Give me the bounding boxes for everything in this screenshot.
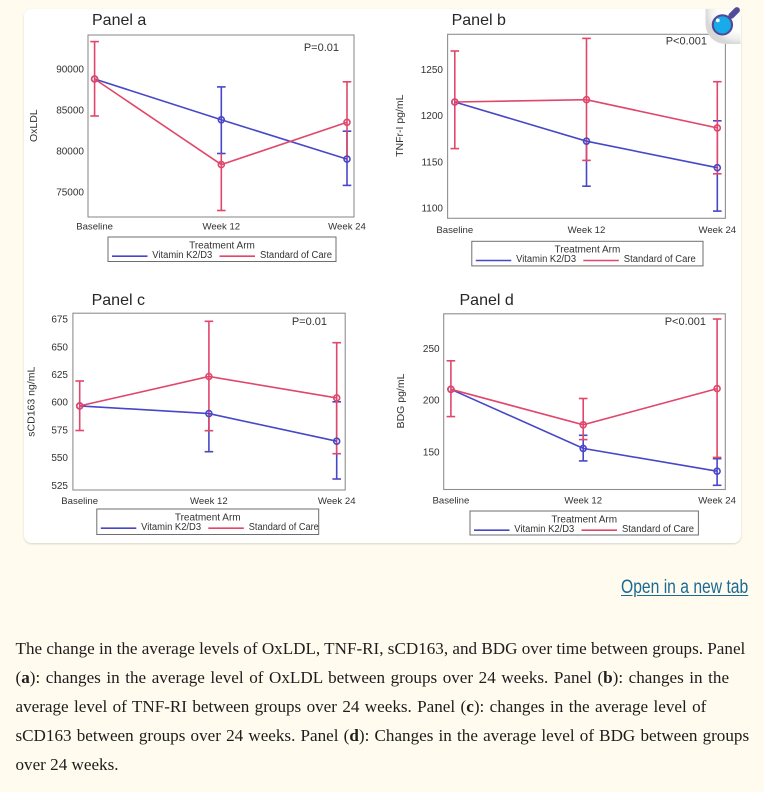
- svg-text:625: 625: [51, 370, 68, 381]
- svg-text:BDG pg/mL: BDG pg/mL: [395, 373, 407, 428]
- svg-text:OxLDL: OxLDL: [28, 109, 40, 142]
- svg-text:650: 650: [51, 342, 68, 353]
- svg-text:1100: 1100: [421, 204, 443, 215]
- svg-text:Treatment Arm: Treatment Arm: [175, 512, 241, 523]
- svg-text:600: 600: [51, 398, 68, 409]
- svg-text:Week 12: Week 12: [564, 496, 602, 507]
- svg-text:1250: 1250: [421, 65, 444, 76]
- svg-text:Panel d: Panel d: [460, 292, 514, 309]
- svg-text:90000: 90000: [56, 65, 84, 76]
- svg-text:Panel c: Panel c: [92, 292, 145, 309]
- svg-text:Week 24: Week 24: [698, 225, 736, 236]
- svg-text:675: 675: [51, 315, 68, 326]
- svg-text:1200: 1200: [421, 111, 444, 122]
- svg-text:Standard of Care: Standard of Care: [249, 522, 319, 533]
- svg-text:Baseline: Baseline: [432, 496, 469, 507]
- svg-text:Panel a: Panel a: [92, 12, 146, 29]
- svg-text:75000: 75000: [56, 188, 84, 199]
- svg-text:575: 575: [51, 425, 68, 436]
- svg-text:250: 250: [423, 344, 440, 355]
- svg-text:Vitamin K2/D3: Vitamin K2/D3: [514, 524, 574, 535]
- svg-text:Week 24: Week 24: [698, 496, 736, 507]
- svg-text:P=0.01: P=0.01: [292, 316, 327, 328]
- svg-text:150: 150: [423, 448, 440, 459]
- svg-text:1150: 1150: [421, 157, 443, 168]
- svg-text:P=0.01: P=0.01: [304, 42, 339, 54]
- svg-text:P<0.001: P<0.001: [666, 36, 707, 48]
- svg-text:sCD163 ng/mL: sCD163 ng/mL: [26, 367, 38, 437]
- svg-text:Week 12: Week 12: [190, 496, 228, 507]
- svg-text:Vitamin K2/D3: Vitamin K2/D3: [152, 250, 212, 261]
- svg-text:Treatment Arm: Treatment Arm: [189, 240, 255, 251]
- svg-text:Standard of Care: Standard of Care: [624, 254, 696, 265]
- svg-text:P<0.001: P<0.001: [665, 316, 706, 328]
- svg-text:TNFr-I pg/mL: TNFr-I pg/mL: [394, 94, 406, 157]
- svg-text:Week 24: Week 24: [328, 222, 366, 233]
- svg-text:525: 525: [51, 481, 68, 492]
- svg-text:Week 12: Week 12: [568, 225, 606, 236]
- svg-text:Panel b: Panel b: [452, 12, 506, 29]
- svg-text:80000: 80000: [56, 147, 84, 158]
- svg-text:Treatment Arm: Treatment Arm: [551, 514, 617, 525]
- svg-text:Week 24: Week 24: [318, 496, 356, 507]
- svg-text:Week 12: Week 12: [202, 222, 240, 233]
- svg-text:Baseline: Baseline: [61, 496, 98, 507]
- svg-text:200: 200: [423, 396, 440, 407]
- svg-text:Standard of Care: Standard of Care: [622, 524, 694, 535]
- svg-text:Vitamin K2/D3: Vitamin K2/D3: [141, 522, 201, 533]
- svg-text:Baseline: Baseline: [436, 225, 473, 236]
- svg-text:Baseline: Baseline: [76, 222, 113, 233]
- svg-text:Vitamin K2/D3: Vitamin K2/D3: [516, 254, 576, 265]
- svg-text:Standard of Care: Standard of Care: [260, 250, 332, 261]
- svg-text:85000: 85000: [56, 106, 84, 117]
- svg-text:Treatment Arm: Treatment Arm: [555, 245, 621, 256]
- svg-text:550: 550: [51, 453, 68, 464]
